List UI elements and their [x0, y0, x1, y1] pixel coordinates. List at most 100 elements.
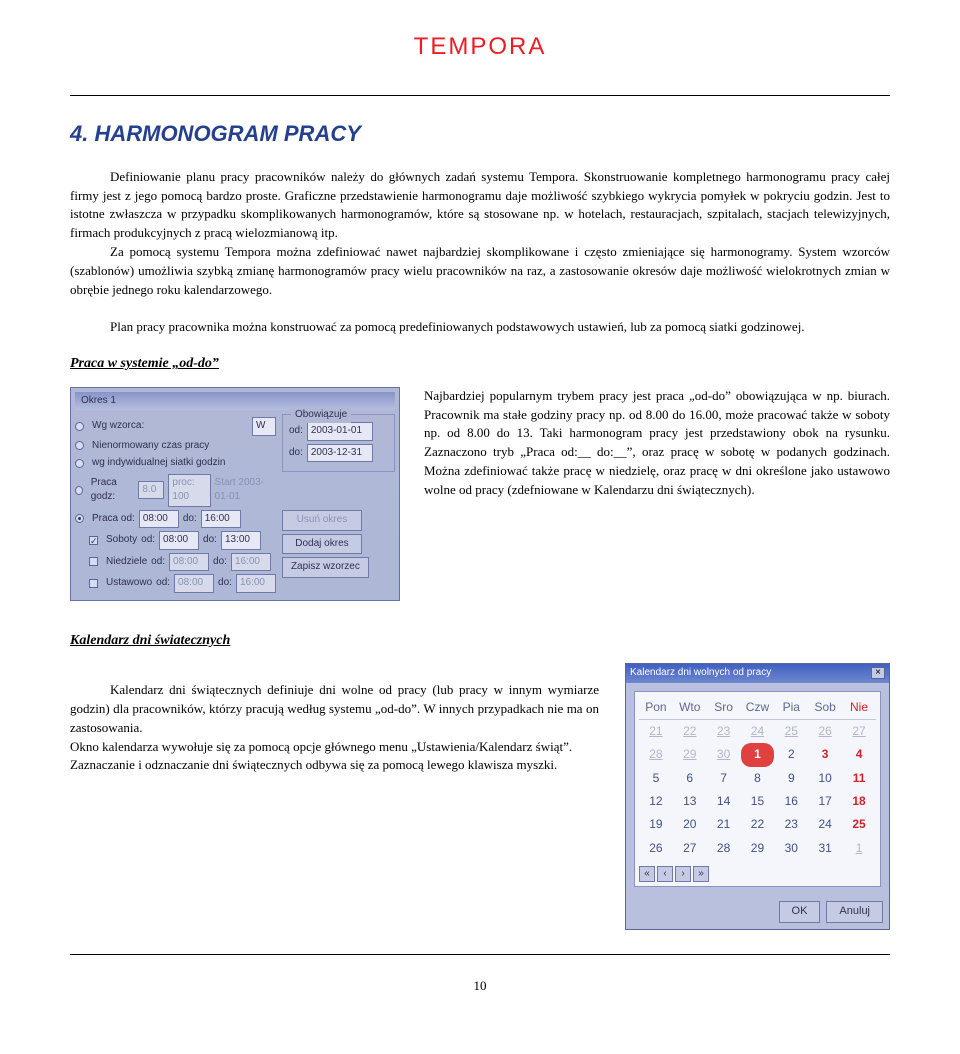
calendar-day[interactable]: 30	[774, 837, 808, 860]
schedule-panel: Okres 1 Wg wzorca: W Nienormowany czas p…	[70, 387, 400, 601]
ust-od[interactable]: 08:00	[174, 574, 214, 593]
intro-paragraph-1: Definiowanie planu pracy pracowników nal…	[70, 168, 890, 243]
nav-button[interactable]: «	[639, 866, 655, 882]
radio-praca-od[interactable]	[75, 514, 84, 523]
calendar-day[interactable]: 11	[842, 767, 876, 790]
btn-add[interactable]: Dodaj okres	[282, 534, 362, 555]
radio-praca-godz[interactable]	[75, 486, 83, 495]
opt1-label: Wg wzorca:	[92, 419, 144, 434]
calendar-day[interactable]: 30	[707, 743, 741, 766]
calendar-day[interactable]: 31	[808, 837, 842, 860]
day-header: Pon	[639, 696, 673, 720]
calendar-day[interactable]: 24	[741, 719, 775, 743]
nie-do[interactable]: 16:00	[231, 553, 271, 572]
opt1-select[interactable]: W	[252, 417, 276, 436]
opt4-proc[interactable]: proc: 100	[168, 474, 210, 507]
calendar-day[interactable]: 27	[842, 719, 876, 743]
check-ustawowo[interactable]	[89, 579, 98, 588]
calendar-day[interactable]: 27	[673, 837, 707, 860]
btn-del[interactable]: Usuń okres	[282, 510, 362, 531]
nav-button[interactable]: ›	[675, 866, 691, 882]
calendar-day[interactable]: 16	[774, 790, 808, 813]
od-label-1: od:	[141, 533, 155, 548]
subhead-od-do: Praca w systemie „od-do”	[70, 354, 890, 374]
calendar-day[interactable]: 7	[707, 767, 741, 790]
radio-siatka[interactable]	[75, 459, 84, 468]
cancel-button[interactable]: Anuluj	[826, 901, 883, 923]
do-label: do:	[183, 512, 197, 527]
top-rule	[70, 95, 890, 96]
od-do-description: Najbardziej popularnym trybem pracy jest…	[424, 387, 890, 500]
calendar-day[interactable]: 22	[741, 813, 775, 836]
calendar-day[interactable]: 8	[741, 767, 775, 790]
group-label: Obowiązuje	[291, 408, 351, 423]
check-niedziele[interactable]	[89, 557, 98, 566]
calendar-day[interactable]: 19	[639, 813, 673, 836]
from-label: od:	[289, 424, 303, 439]
calendar-day[interactable]: 25	[774, 719, 808, 743]
calendar-day[interactable]: 15	[741, 790, 775, 813]
calendar-window: Kalendarz dni wolnych od pracy × PonWtoS…	[625, 663, 890, 930]
cal-p3: Zaznaczanie i odznaczanie dni świąteczny…	[70, 756, 599, 775]
ust-label: Ustawowo	[106, 576, 152, 591]
date-to[interactable]: 2003-12-31	[307, 444, 373, 463]
day-header: Wto	[673, 696, 707, 720]
calendar-day[interactable]: 22	[673, 719, 707, 743]
calendar-day[interactable]: 10	[808, 767, 842, 790]
calendar-day[interactable]: 13	[673, 790, 707, 813]
opt4-label: Praca godz:	[91, 476, 135, 505]
intro-paragraph-3: Plan pracy pracownika można konstruować …	[70, 318, 890, 337]
check-soboty[interactable]	[89, 536, 98, 545]
radio-wg-wzorca[interactable]	[75, 422, 84, 431]
calendar-day[interactable]: 26	[808, 719, 842, 743]
calendar-day[interactable]: 23	[707, 719, 741, 743]
do-label-2: do:	[213, 555, 227, 570]
opt5-od[interactable]: 08:00	[139, 510, 179, 529]
calendar-day[interactable]: 28	[707, 837, 741, 860]
calendar-day[interactable]: 26	[639, 837, 673, 860]
calendar-day[interactable]: 1	[842, 837, 876, 860]
calendar-day[interactable]: 4	[842, 743, 876, 766]
do-label-3: do:	[218, 576, 232, 591]
day-header: Sro	[707, 696, 741, 720]
day-header: Czw	[741, 696, 775, 720]
calendar-day[interactable]: 29	[741, 837, 775, 860]
ust-do[interactable]: 16:00	[236, 574, 276, 593]
calendar-day[interactable]: 21	[707, 813, 741, 836]
section-title: 4. HARMONOGRAM PRACY	[70, 118, 890, 150]
calendar-day[interactable]: 9	[774, 767, 808, 790]
opt2-label: Nienormowany czas pracy	[92, 439, 209, 454]
calendar-day[interactable]: 3	[808, 743, 842, 766]
calendar-day[interactable]: 14	[707, 790, 741, 813]
date-from[interactable]: 2003-01-01	[307, 422, 373, 441]
od-label-3: od:	[156, 576, 170, 591]
calendar-day[interactable]: 5	[639, 767, 673, 790]
calendar-day[interactable]: 1	[741, 743, 775, 766]
calendar-day[interactable]: 6	[673, 767, 707, 790]
btn-save[interactable]: Zapisz wzorzec	[282, 557, 369, 578]
nav-button[interactable]: ‹	[657, 866, 673, 882]
calendar-day[interactable]: 18	[842, 790, 876, 813]
sob-do[interactable]: 13:00	[221, 531, 261, 550]
nie-od[interactable]: 08:00	[169, 553, 209, 572]
opt5-do[interactable]: 16:00	[201, 510, 241, 529]
sob-od[interactable]: 08:00	[159, 531, 199, 550]
calendar-day[interactable]: 20	[673, 813, 707, 836]
calendar-day[interactable]: 29	[673, 743, 707, 766]
opt4-hours[interactable]: 8.0	[138, 481, 164, 500]
calendar-day[interactable]: 23	[774, 813, 808, 836]
ok-button[interactable]: OK	[779, 901, 821, 923]
calendar-day[interactable]: 17	[808, 790, 842, 813]
calendar-day[interactable]: 24	[808, 813, 842, 836]
calendar-day[interactable]: 12	[639, 790, 673, 813]
subhead-kalendarz: Kalendarz dni światecznych	[70, 631, 890, 651]
to-label: do:	[289, 446, 303, 461]
calendar-day[interactable]: 2	[774, 743, 808, 766]
calendar-day[interactable]: 21	[639, 719, 673, 743]
radio-nienormowany[interactable]	[75, 441, 84, 450]
calendar-day[interactable]: 28	[639, 743, 673, 766]
nav-button[interactable]: »	[693, 866, 709, 882]
close-icon[interactable]: ×	[871, 667, 885, 679]
opt5-label: Praca od:	[92, 512, 135, 527]
calendar-day[interactable]: 25	[842, 813, 876, 836]
